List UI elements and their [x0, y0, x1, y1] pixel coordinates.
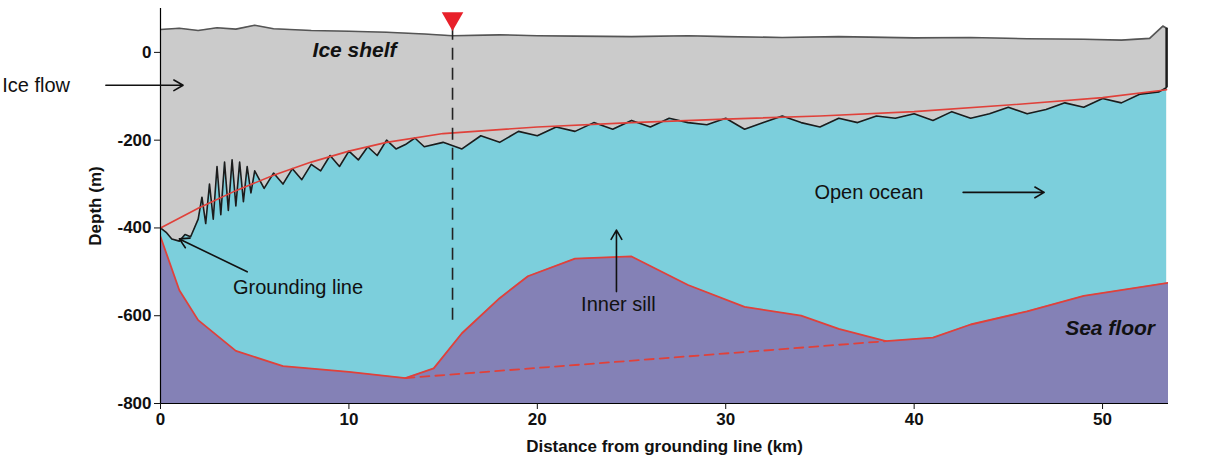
svg-text:Grounding line: Grounding line	[233, 276, 363, 298]
svg-text:Inner sill: Inner sill	[581, 293, 655, 315]
svg-text:Open ocean: Open ocean	[814, 181, 923, 203]
svg-text:0: 0	[156, 410, 165, 429]
svg-text:Distance from grounding line (: Distance from grounding line (km)	[526, 437, 803, 456]
svg-text:40: 40	[905, 410, 924, 429]
svg-text:Depth (m): Depth (m)	[86, 166, 105, 245]
svg-text:-800: -800	[117, 394, 151, 413]
svg-text:-600: -600	[117, 306, 151, 325]
svg-text:10: 10	[339, 410, 358, 429]
svg-text:50: 50	[1093, 410, 1112, 429]
svg-text:Ice shelf: Ice shelf	[313, 38, 399, 61]
svg-text:Sea floor: Sea floor	[1065, 316, 1157, 339]
svg-text:30: 30	[716, 410, 735, 429]
svg-text:-400: -400	[117, 218, 151, 237]
svg-text:-200: -200	[117, 131, 151, 150]
svg-text:20: 20	[528, 410, 547, 429]
svg-text:0: 0	[142, 43, 151, 62]
svg-text:Ice flow: Ice flow	[2, 74, 70, 96]
